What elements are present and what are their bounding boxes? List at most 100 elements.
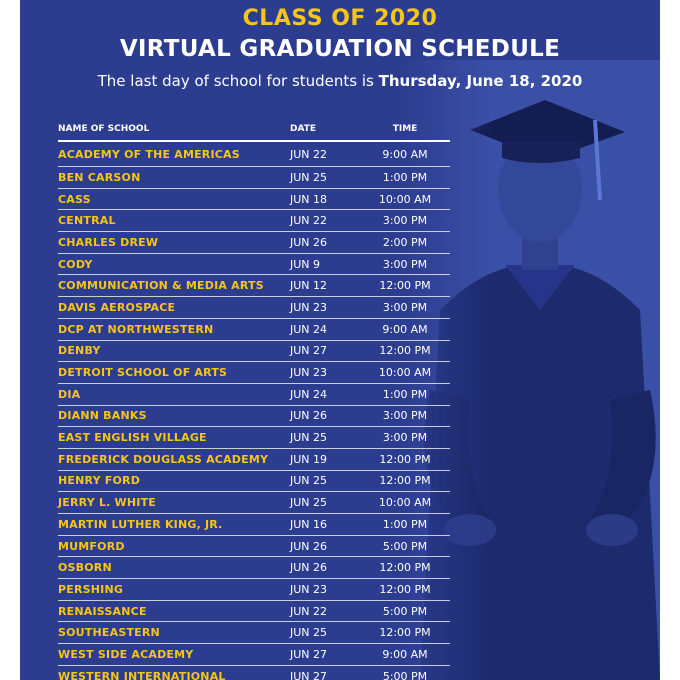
last-day-notice: The last day of school for students is T… [20, 72, 660, 90]
school-name: HENRY FORD [58, 474, 141, 488]
school-name: WESTERN INTERNATIONAL [58, 669, 226, 680]
school-date: JUN 27 [290, 669, 328, 680]
school-date: JUN 25 [290, 474, 328, 488]
table-row: CODY JUN 9 3:00 PM [58, 254, 450, 276]
school-name: MARTIN LUTHER KING, JR. [58, 517, 223, 531]
table-row: DIA JUN 24 1:00 PM [58, 384, 450, 406]
table-row: BEN CARSON JUN 25 1:00 PM [58, 167, 450, 189]
table-row: EAST ENGLISH VILLAGE JUN 25 3:00 PM [58, 427, 450, 449]
table-row: DCP AT NORTHWESTERN JUN 24 9:00 AM [58, 319, 450, 341]
school-date: JUN 23 [290, 366, 328, 380]
school-date: JUN 25 [290, 496, 328, 510]
school-date: JUN 22 [290, 604, 328, 618]
school-time: 1:00 PM [382, 517, 428, 531]
school-time: 3:00 PM [382, 257, 428, 271]
school-time: 12:00 PM [379, 344, 431, 358]
school-name: EAST ENGLISH VILLAGE [58, 431, 207, 445]
graduate-photo [400, 60, 660, 680]
school-time: 2:00 PM [382, 235, 428, 249]
table-body: ACADEMY OF THE AMERICAS JUN 22 9:00 AM BEN … [58, 142, 450, 680]
school-name: BEN CARSON [58, 170, 141, 184]
school-time: 10:00 AM [378, 192, 432, 206]
header-time: TIME [392, 124, 418, 134]
school-name: WEST SIDE ACADEMY [58, 647, 194, 661]
school-name: CASS [58, 192, 91, 206]
school-date: JUN 18 [290, 192, 328, 206]
school-name: DENBY [58, 344, 101, 358]
school-time: 1:00 PM [382, 387, 428, 401]
school-date: JUN 26 [290, 561, 328, 575]
school-date: JUN 27 [290, 647, 328, 661]
table-row: FREDERICK DOUGLASS ACADEMY JUN 19 12:00 PM [58, 449, 450, 471]
school-time: 10:00 AM [378, 366, 432, 380]
school-time: 1:00 PM [382, 170, 428, 184]
table-row: RENAISSANCE JUN 22 5:00 PM [58, 601, 450, 623]
table-row: DAVIS AEROSPACE JUN 23 3:00 PM [58, 297, 450, 319]
table-row: JERRY L. WHITE JUN 25 10:00 AM [58, 492, 450, 514]
school-name: FREDERICK DOUGLASS ACADEMY [58, 452, 269, 466]
school-date: JUN 23 [290, 300, 328, 314]
school-time: 12:00 PM [379, 582, 431, 596]
school-date: JUN 19 [290, 452, 328, 466]
school-time: 9:00 AM [382, 147, 428, 161]
school-time: 3:00 PM [382, 409, 428, 423]
school-time: 12:00 PM [379, 279, 431, 293]
heading-schedule: VIRTUAL GRADUATION SCHEDULE [119, 36, 561, 62]
notice-date: Thursday, June 18, 2020 [378, 72, 583, 90]
school-time: 9:00 AM [382, 322, 428, 336]
school-name: DIANN BANKS [58, 409, 147, 423]
table-row: CENTRAL JUN 22 3:00 PM [58, 210, 450, 233]
table-header: NAME OF SCHOOL DATE TIME [58, 118, 450, 142]
school-date: JUN 16 [290, 517, 328, 531]
school-name: COMMUNICATION & MEDIA ARTS [58, 279, 264, 293]
school-time: 5:00 PM [382, 604, 428, 618]
school-date: JUN 22 [290, 214, 328, 228]
table-row: CHARLES DREW JUN 26 2:00 PM [58, 232, 450, 254]
school-time: 12:00 PM [379, 474, 431, 488]
school-date: JUN 26 [290, 539, 328, 553]
table-row: CASS JUN 18 10:00 AM [58, 189, 450, 211]
school-name: CODY [58, 257, 93, 271]
school-time: 10:00 AM [378, 496, 432, 510]
school-date: JUN 25 [290, 431, 328, 445]
school-date: JUN 9 [290, 257, 321, 271]
school-name: OSBORN [58, 561, 112, 575]
school-name: JERRY L. WHITE [58, 496, 157, 510]
school-name: SOUTHEASTERN [58, 626, 160, 640]
school-date: JUN 27 [290, 344, 328, 358]
school-name: MUMFORD [58, 539, 125, 553]
school-date: JUN 26 [290, 235, 328, 249]
table-row: MUMFORD JUN 26 5:00 PM [58, 536, 450, 558]
header-name: NAME OF SCHOOL [58, 124, 150, 134]
table-row: DIANN BANKS JUN 26 3:00 PM [58, 406, 450, 428]
heading-class-of: CLASS OF 2020 [242, 6, 438, 31]
school-date: JUN 26 [290, 409, 328, 423]
table-row: DENBY JUN 27 12:00 PM [58, 341, 450, 363]
school-date: JUN 22 [290, 147, 328, 161]
school-time: 3:00 PM [382, 300, 428, 314]
school-date: JUN 24 [290, 387, 328, 401]
school-name: CENTRAL [58, 214, 116, 228]
table-row: OSBORN JUN 26 12:00 PM [58, 557, 450, 580]
school-name: ACADEMY OF THE AMERICAS [58, 147, 240, 161]
table-row: COMMUNICATION & MEDIA ARTS JUN 12 12:00 PM [58, 275, 450, 298]
school-date: JUN 25 [290, 626, 328, 640]
school-time: 3:00 PM [382, 214, 428, 228]
table-row: WEST SIDE ACADEMY JUN 27 9:00 AM [58, 644, 450, 666]
table-row: DETROIT SCHOOL OF ARTS JUN 23 10:00 AM [58, 362, 450, 384]
school-time: 9:00 AM [382, 647, 428, 661]
school-name: PERSHING [58, 582, 124, 596]
table-row: PERSHING JUN 23 12:00 PM [58, 579, 450, 601]
table-row: WESTERN INTERNATIONAL JUN 27 5:00 PM [58, 666, 450, 680]
school-name: DIA [58, 387, 81, 401]
header-date: DATE [290, 124, 317, 134]
school-time: 12:00 PM [379, 452, 431, 466]
school-time: 5:00 PM [382, 669, 428, 680]
table-row: MARTIN LUTHER KING, JR. JUN 16 1:00 PM [58, 514, 450, 536]
school-name: DCP AT NORTHWESTERN [58, 322, 214, 336]
table-row: SOUTHEASTERN JUN 25 12:00 PM [58, 622, 450, 645]
school-date: JUN 25 [290, 170, 328, 184]
schedule-table: NAME OF SCHOOL DATE TIME ACADEMY OF THE … [58, 118, 450, 680]
school-name: DETROIT SCHOOL OF ARTS [58, 366, 228, 380]
school-name: RENAISSANCE [58, 604, 147, 618]
